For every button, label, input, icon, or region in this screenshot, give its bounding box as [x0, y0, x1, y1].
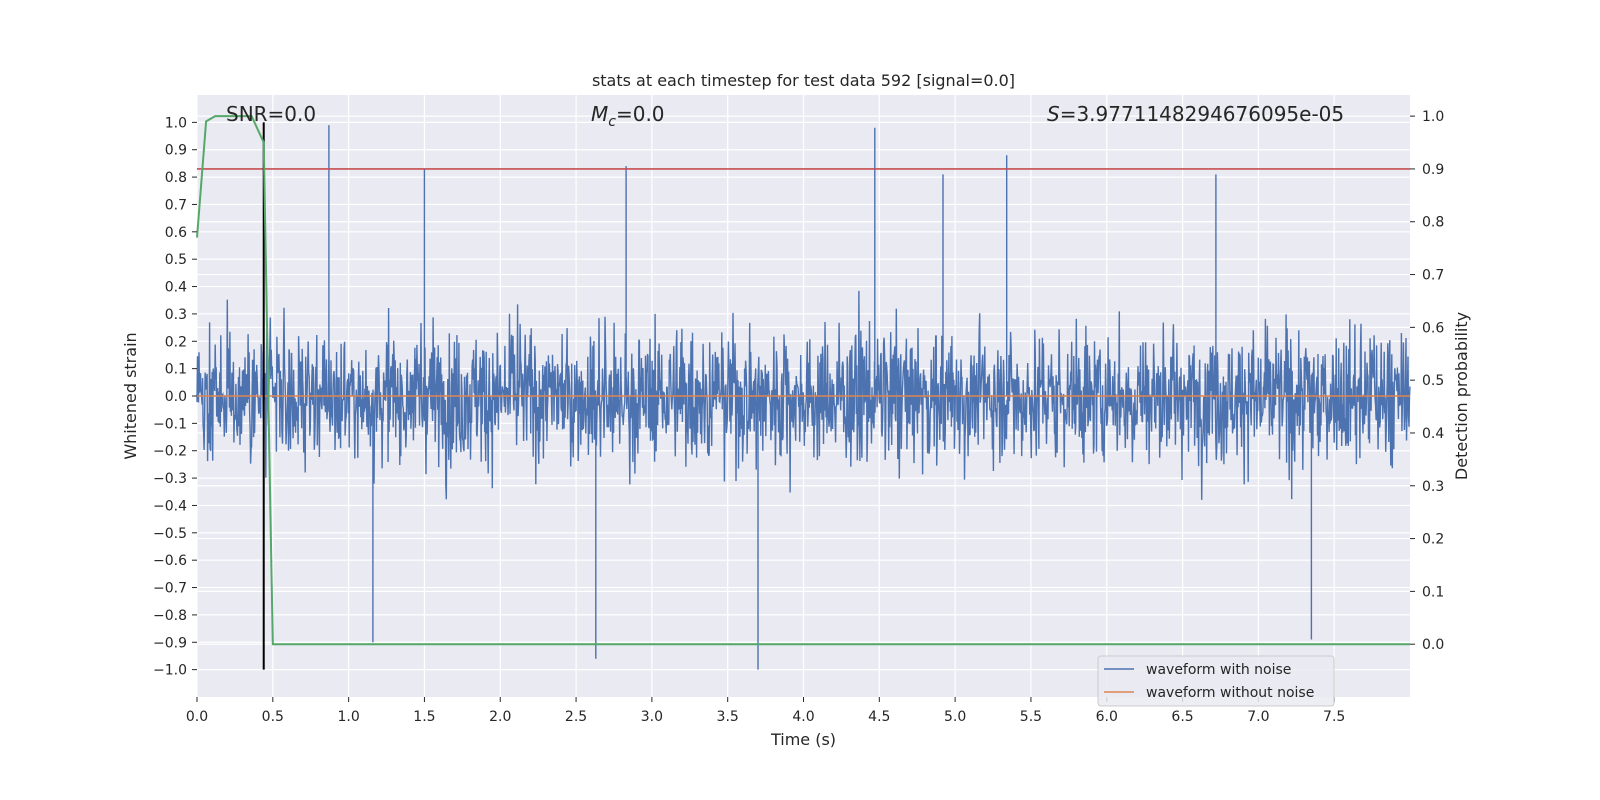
annotation-mc-symbol: M	[591, 102, 608, 126]
annotation-snr: SNR=0.0	[226, 102, 316, 126]
y-right-tick-label: 0.5	[1422, 373, 1444, 389]
x-tick-label: 6.0	[1096, 709, 1118, 725]
y-left-tick-label: −0.7	[153, 581, 187, 597]
y-right-tick-label: 0.0	[1422, 637, 1444, 653]
y-left-tick-label: −0.5	[153, 526, 187, 542]
annotation-mc-subscript: c	[608, 114, 616, 130]
x-tick-label: 2.0	[489, 709, 511, 725]
annotation-chirp-mass: Mc=0.0	[591, 102, 665, 130]
x-tick-label: 3.0	[641, 709, 663, 725]
chart-title: stats at each timestep for test data 592…	[592, 71, 1015, 90]
annotation-s-symbol: S	[1047, 102, 1060, 126]
series-detection-probability	[196, 115, 1410, 646]
legend-label-waveform-without-noise: waveform without noise	[1146, 685, 1314, 701]
legend-label-waveform-with-noise: waveform with noise	[1146, 662, 1291, 678]
series-waveform-with-noise	[196, 125, 1411, 670]
annotation-s: S=3.9771148294676095e-05	[1047, 102, 1344, 126]
y-left-tick-label: −1.0	[153, 663, 187, 679]
legend-box	[1097, 655, 1335, 707]
y-right-tick-label: 0.6	[1422, 320, 1444, 336]
y-left-tick-label: −0.8	[153, 608, 187, 624]
annotation-s-value: =3.9771148294676095e-05	[1060, 102, 1344, 126]
y-left-tick-label: −0.9	[153, 635, 187, 651]
y-left-tick-label: 0.8	[165, 170, 187, 186]
y-left-tick-label: −0.6	[153, 553, 187, 569]
overlay-lines	[196, 115, 1410, 670]
y-left-tick-label: −0.4	[153, 498, 187, 514]
x-tick-label: 7.5	[1323, 709, 1345, 725]
x-tick-label: 4.5	[868, 709, 890, 725]
x-tick-label: 5.5	[1020, 709, 1042, 725]
noise-trace	[196, 125, 1411, 670]
y-left-tick-label: 0.4	[165, 280, 187, 296]
y-left-tick-label: 0.0	[165, 389, 187, 405]
annotation-mc-value: =0.0	[616, 102, 665, 126]
y-left-tick-label: 0.7	[165, 197, 187, 213]
y-left-tick-label: −0.3	[153, 471, 187, 487]
y-right-tick-label: 0.3	[1422, 479, 1444, 495]
x-tick-label: 0.0	[186, 709, 208, 725]
x-tick-label: 0.5	[262, 709, 284, 725]
x-axis-label: Time (s)	[770, 730, 836, 749]
y-right-tick-label: 0.4	[1422, 426, 1444, 442]
x-tick-label: 1.5	[413, 709, 435, 725]
x-tick-label: 6.5	[1171, 709, 1193, 725]
right-y-axis: 1.0 0.9 0.8 0.7 0.6 0.5 0.4 0.3 0.2 0.1 0.0	[1410, 109, 1444, 653]
y-right-tick-label: 0.7	[1422, 268, 1444, 284]
y-axis-label-left: Whitened strain	[121, 332, 140, 459]
y-right-tick-label: 1.0	[1422, 109, 1444, 125]
x-tick-label: 1.0	[337, 709, 359, 725]
y-left-tick-label: 0.9	[165, 143, 187, 159]
x-tick-label: 5.0	[944, 709, 966, 725]
y-left-tick-label: 0.3	[165, 307, 187, 323]
y-left-tick-label: 0.6	[165, 225, 187, 241]
x-tick-label: 7.0	[1247, 709, 1269, 725]
legend: waveform with noise waveform without noi…	[1097, 655, 1335, 707]
y-right-tick-label: 0.9	[1422, 162, 1444, 178]
y-left-tick-label: −0.2	[153, 444, 187, 460]
y-right-tick-label: 0.1	[1422, 584, 1444, 600]
x-tick-label: 2.5	[565, 709, 587, 725]
y-left-tick-label: −0.1	[153, 416, 187, 432]
y-left-tick-label: 0.2	[165, 334, 187, 350]
left-y-axis: 1.0 0.9 0.8 0.7 0.6 0.5 0.4 0.3 0.2 0.1 0.0 −0.1 −0.…	[153, 115, 197, 679]
y-left-tick-label: 1.0	[165, 115, 187, 131]
y-right-tick-label: 0.2	[1422, 532, 1444, 548]
y-right-tick-label: 0.8	[1422, 215, 1444, 231]
y-axis-label-right: Detection probability	[1452, 312, 1471, 480]
y-left-tick-label: 0.1	[165, 362, 187, 378]
x-axis: 0.0 0.5 1.0 1.5 2.0 2.5 3.0 3.5 4.0 4.5 5.0 5.5 6.0 6…	[186, 697, 1345, 725]
x-tick-label: 3.5	[717, 709, 739, 725]
x-tick-label: 4.0	[792, 709, 814, 725]
y-left-tick-label: 0.5	[165, 252, 187, 268]
